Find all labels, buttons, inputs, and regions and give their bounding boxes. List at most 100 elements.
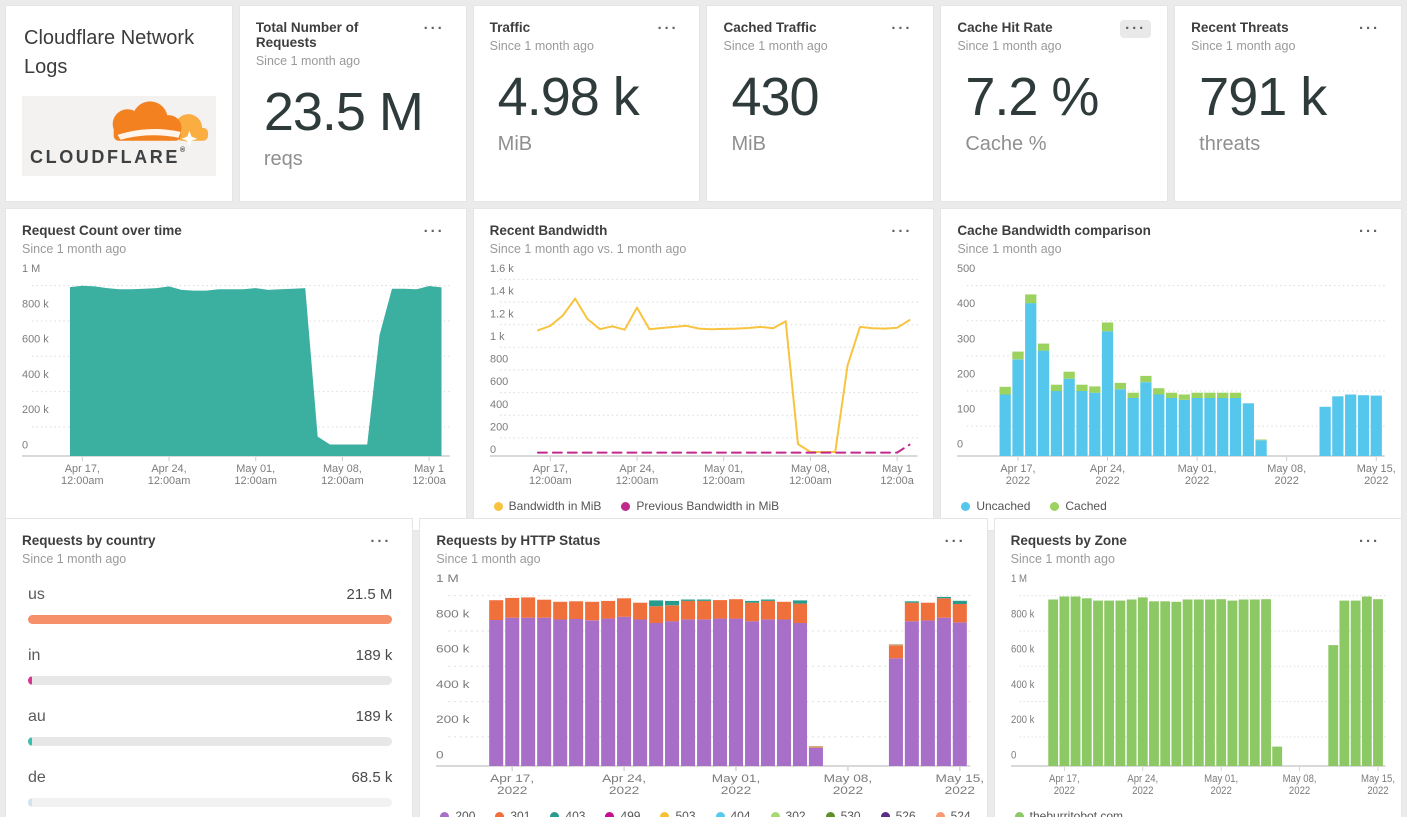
more-menu-button[interactable]: ··· (886, 20, 917, 38)
bar-segment (1319, 406, 1332, 456)
bar-segment (1255, 439, 1268, 441)
more-menu-button[interactable]: ··· (419, 223, 450, 241)
legend-item[interactable]: 404 (715, 809, 751, 817)
x-axis-label: May 01, (1204, 773, 1238, 785)
legend-label: 530 (840, 809, 861, 817)
x-axis-label: 2022 (1367, 785, 1389, 797)
bar-segment (1081, 598, 1092, 766)
legend-item[interactable]: 499 (605, 809, 640, 817)
country-code: au (28, 708, 46, 725)
legend-item[interactable]: 200 (440, 809, 475, 817)
bar-segment (1051, 384, 1063, 391)
chart-legend: theburritobot.com (1014, 806, 1385, 817)
legend-item[interactable]: Bandwidth in MiB (493, 499, 601, 513)
card-subtitle: Since 1 month ago (22, 242, 127, 256)
country-code: us (28, 586, 45, 603)
legend-item[interactable]: 526 (880, 809, 916, 817)
more-menu-button[interactable]: ··· (365, 533, 396, 551)
bar-segment (889, 658, 904, 766)
legend-item[interactable]: 301 (495, 809, 530, 817)
y-axis-label: 1 M (436, 572, 459, 584)
bar-segment (809, 746, 824, 748)
country-bar (28, 798, 32, 807)
legend-item[interactable]: 503 (660, 809, 696, 817)
more-menu-button[interactable]: ··· (1354, 20, 1385, 38)
bar-segment (905, 601, 920, 603)
bar-segment (1193, 599, 1204, 766)
bar-segment (649, 623, 664, 766)
legend-dot-icon (495, 811, 505, 817)
legend-item[interactable]: Uncached (961, 499, 1030, 513)
more-menu-button[interactable]: ··· (419, 20, 450, 38)
y-axis-label: 0 (22, 440, 28, 452)
bar-segment (1102, 331, 1114, 456)
legend-item[interactable]: Cached (1050, 499, 1107, 513)
bar-segment (1339, 600, 1349, 766)
bar-segment (1370, 395, 1383, 456)
bar-segment (1327, 645, 1338, 766)
bar-segment (681, 600, 696, 620)
bar-segment (1260, 599, 1271, 766)
legend-item[interactable]: theburritobot.com (1014, 809, 1123, 817)
bar-segment (999, 394, 1012, 456)
more-menu-button[interactable]: ··· (886, 223, 917, 241)
more-menu-button[interactable]: ··· (1354, 533, 1385, 551)
bar-segment (681, 599, 696, 601)
x-axis-label: 2022 (1210, 785, 1232, 797)
legend-label: 404 (730, 809, 751, 817)
card-title: Traffic (489, 20, 531, 35)
legend-item[interactable]: Previous Bandwidth in MiB (621, 499, 779, 513)
country-row: in 189 k (28, 647, 393, 685)
y-axis-label: 400 k (436, 678, 470, 690)
bar-segment (953, 600, 968, 604)
legend-item[interactable]: 524 (935, 809, 971, 817)
stat-unit: MiB (497, 132, 533, 155)
bar-segment (1127, 392, 1140, 398)
card-title: Cache Hit Rate (957, 20, 1053, 35)
legend-dot-icon (493, 501, 503, 511)
bar-segment (585, 620, 600, 766)
x-axis-label: Apr 17, (491, 772, 535, 784)
legend-dot-icon (825, 811, 835, 817)
x-axis-label: Apr 24, (1127, 773, 1158, 785)
more-menu-button[interactable]: ··· (940, 533, 971, 551)
bar-segment (1025, 303, 1037, 456)
card-subtitle: Since 1 month ago (255, 54, 361, 68)
x-axis-label: Apr 24, (619, 463, 654, 475)
stat-card-total-requests: Total Number of Requests Since 1 month a… (238, 5, 467, 202)
chart-card-requests-by-country: Requests by country Since 1 month ago ··… (5, 518, 414, 817)
legend-dot-icon (621, 501, 631, 511)
more-menu-button[interactable]: ··· (1354, 223, 1385, 241)
bar-segment (905, 621, 920, 766)
x-axis-label: May 08, (1282, 773, 1316, 785)
x-axis-label: 2022 (1053, 785, 1075, 797)
card-title: Requests by Zone (1010, 533, 1127, 548)
bar-segment (905, 602, 920, 622)
legend-dot-icon (1050, 501, 1060, 511)
bar-segment (1047, 599, 1058, 766)
x-axis-label: 12:00am (234, 475, 277, 487)
bar-segment (1238, 599, 1249, 766)
bar-segment (1076, 384, 1088, 391)
bar-segment (1345, 394, 1357, 456)
legend-item[interactable]: 403 (550, 809, 585, 817)
bar-segment (761, 619, 776, 766)
bar-segment (889, 644, 904, 646)
more-menu-button[interactable]: ··· (652, 20, 683, 38)
legend-label: 302 (785, 809, 806, 817)
chart-card-requests-by-http-status: Requests by HTTP Status Since 1 month ag… (419, 518, 988, 817)
bar-segment (649, 600, 664, 607)
legend-item[interactable]: 530 (825, 809, 861, 817)
chart-card-request-count: Request Count over time Since 1 month ag… (5, 208, 467, 531)
bar-segment (697, 600, 712, 620)
bar-segment (777, 601, 792, 620)
bar-segment (1249, 599, 1260, 766)
legend-item[interactable]: 302 (770, 809, 806, 817)
more-menu-button[interactable]: ··· (1120, 20, 1152, 38)
